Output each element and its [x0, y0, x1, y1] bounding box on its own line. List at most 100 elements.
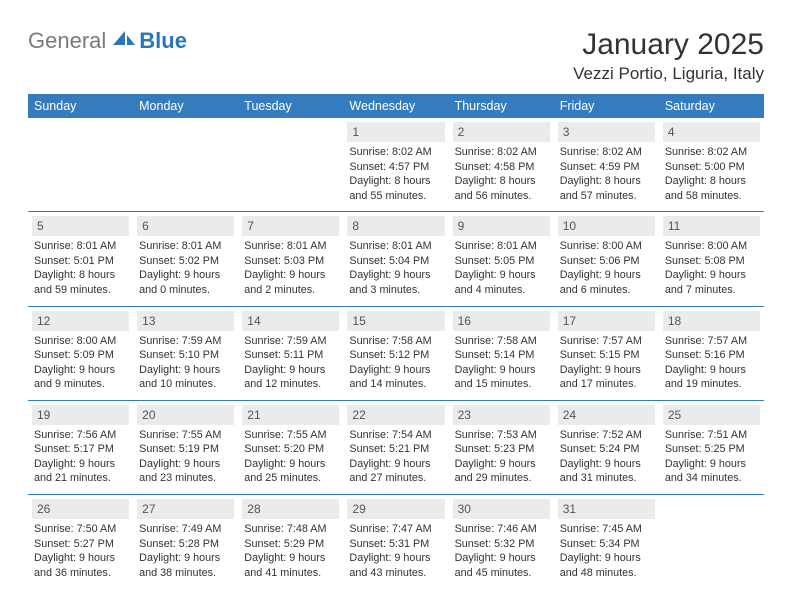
day-details: Sunrise: 7:57 AMSunset: 5:15 PMDaylight:… [558, 334, 655, 392]
day-number: 15 [347, 311, 444, 331]
day-number: 6 [137, 216, 234, 236]
day-details: Sunrise: 7:47 AMSunset: 5:31 PMDaylight:… [347, 522, 444, 580]
day-details: Sunrise: 7:59 AMSunset: 5:11 PMDaylight:… [242, 334, 339, 392]
day-number: 31 [558, 499, 655, 519]
day-number: 21 [242, 405, 339, 425]
calendar-cell: 2Sunrise: 8:02 AMSunset: 4:58 PMDaylight… [449, 118, 554, 212]
day-details: Sunrise: 8:01 AMSunset: 5:04 PMDaylight:… [347, 239, 444, 297]
day-number: 19 [32, 405, 129, 425]
day-number: 29 [347, 499, 444, 519]
calendar-cell: 27 Sunrise: 7:49 AMSunset: 5:28 PMDayligh… [133, 495, 238, 589]
calendar-cell: 13Sunrise: 7:59 AMSunset: 5:10 PMDayligh… [133, 306, 238, 400]
day-number: 7 [242, 216, 339, 236]
day-details: Sunrise: 7:55 AMSunset: 5:20 PMDaylight:… [242, 428, 339, 486]
day-number: 27 [137, 499, 234, 519]
calendar-row: 26 Sunrise: 7:50 AMSunset: 5:27 PMDayligh… [28, 495, 764, 589]
day-details: Sunrise: 7:56 AMSunset: 5:17 PMDaylight:… [32, 428, 129, 486]
calendar-cell: 18 Sunrise: 7:57 AMSunset: 5:16 PMDayligh… [659, 306, 764, 400]
calendar-cell: 19 Sunrise: 7:56 AMSunset: 5:17 PMDayligh… [28, 400, 133, 494]
day-number: 18 [663, 311, 760, 331]
month-title: January 2025 [573, 28, 764, 62]
calendar-cell: 25 Sunrise: 7:51 AMSunset: 5:25 PMDayligh… [659, 400, 764, 494]
calendar-header-row: SundayMondayTuesdayWednesdayThursdayFrid… [28, 94, 764, 118]
calendar-cell: 4 Sunrise: 8:02 AMSunset: 5:00 PMDaylight… [659, 118, 764, 212]
calendar-cell: 23 Sunrise: 7:53 AMSunset: 5:23 PMDayligh… [449, 400, 554, 494]
calendar-row: 5 Sunrise: 8:01 AMSunset: 5:01 PMDaylight… [28, 212, 764, 306]
column-header: Wednesday [343, 94, 448, 118]
day-number: 22 [347, 405, 444, 425]
logo-text-general: General [28, 28, 106, 54]
calendar-cell: 20Sunrise: 7:55 AMSunset: 5:19 PMDayligh… [133, 400, 238, 494]
logo: General Blue [28, 28, 187, 54]
day-number: 28 [242, 499, 339, 519]
calendar-cell: 30Sunrise: 7:46 AMSunset: 5:32 PMDayligh… [449, 495, 554, 589]
calendar-cell-empty [659, 495, 764, 589]
calendar-cell: 16Sunrise: 7:58 AMSunset: 5:14 PMDayligh… [449, 306, 554, 400]
day-details: Sunrise: 8:02 AMSunset: 4:57 PMDaylight:… [347, 145, 444, 203]
calendar-cell: 24 Sunrise: 7:52 AMSunset: 5:24 PMDayligh… [554, 400, 659, 494]
day-details: Sunrise: 7:45 AMSunset: 5:34 PMDaylight:… [558, 522, 655, 580]
day-details: Sunrise: 8:00 AMSunset: 5:09 PMDaylight:… [32, 334, 129, 392]
day-details: Sunrise: 8:01 AMSunset: 5:01 PMDaylight:… [32, 239, 129, 297]
day-number: 8 [347, 216, 444, 236]
day-details: Sunrise: 7:53 AMSunset: 5:23 PMDaylight:… [453, 428, 550, 486]
calendar-cell: 9 Sunrise: 8:01 AMSunset: 5:05 PMDaylight… [449, 212, 554, 306]
logo-sail-icon [111, 29, 137, 47]
day-number: 25 [663, 405, 760, 425]
day-number: 17 [558, 311, 655, 331]
day-details: Sunrise: 8:01 AMSunset: 5:05 PMDaylight:… [453, 239, 550, 297]
day-details: Sunrise: 7:59 AMSunset: 5:10 PMDaylight:… [137, 334, 234, 392]
day-details: Sunrise: 8:01 AMSunset: 5:02 PMDaylight:… [137, 239, 234, 297]
calendar-cell: 7 Sunrise: 8:01 AMSunset: 5:03 PMDaylight… [238, 212, 343, 306]
day-details: Sunrise: 7:51 AMSunset: 5:25 PMDaylight:… [663, 428, 760, 486]
logo-text-blue: Blue [139, 28, 187, 54]
day-number: 14 [242, 311, 339, 331]
day-number: 24 [558, 405, 655, 425]
day-details: Sunrise: 7:57 AMSunset: 5:16 PMDaylight:… [663, 334, 760, 392]
day-details: Sunrise: 7:54 AMSunset: 5:21 PMDaylight:… [347, 428, 444, 486]
day-details: Sunrise: 8:00 AMSunset: 5:06 PMDaylight:… [558, 239, 655, 297]
day-number: 3 [558, 122, 655, 142]
day-number: 9 [453, 216, 550, 236]
day-details: Sunrise: 8:02 AMSunset: 5:00 PMDaylight:… [663, 145, 760, 203]
calendar-cell-empty [133, 118, 238, 212]
header: General Blue January 2025 Vezzi Portio, … [28, 28, 764, 84]
calendar-cell: 29 Sunrise: 7:47 AMSunset: 5:31 PMDayligh… [343, 495, 448, 589]
title-block: January 2025 Vezzi Portio, Liguria, Ital… [573, 28, 764, 84]
day-details: Sunrise: 8:02 AMSunset: 4:58 PMDaylight:… [453, 145, 550, 203]
day-details: Sunrise: 7:58 AMSunset: 5:12 PMDaylight:… [347, 334, 444, 392]
calendar-cell: 21 Sunrise: 7:55 AMSunset: 5:20 PMDayligh… [238, 400, 343, 494]
calendar-cell: 15 Sunrise: 7:58 AMSunset: 5:12 PMDayligh… [343, 306, 448, 400]
day-details: Sunrise: 8:02 AMSunset: 4:59 PMDaylight:… [558, 145, 655, 203]
calendar-cell: 5 Sunrise: 8:01 AMSunset: 5:01 PMDaylight… [28, 212, 133, 306]
column-header: Friday [554, 94, 659, 118]
location: Vezzi Portio, Liguria, Italy [573, 64, 764, 84]
calendar-row: 12 Sunrise: 8:00 AMSunset: 5:09 PMDayligh… [28, 306, 764, 400]
day-details: Sunrise: 7:50 AMSunset: 5:27 PMDaylight:… [32, 522, 129, 580]
day-details: Sunrise: 7:49 AMSunset: 5:28 PMDaylight:… [137, 522, 234, 580]
calendar-cell: 10 Sunrise: 8:00 AMSunset: 5:06 PMDayligh… [554, 212, 659, 306]
day-number: 5 [32, 216, 129, 236]
calendar-table: SundayMondayTuesdayWednesdayThursdayFrid… [28, 94, 764, 588]
calendar-cell-empty [238, 118, 343, 212]
column-header: Saturday [659, 94, 764, 118]
calendar-row: 19 Sunrise: 7:56 AMSunset: 5:17 PMDayligh… [28, 400, 764, 494]
column-header: Tuesday [238, 94, 343, 118]
day-details: Sunrise: 8:01 AMSunset: 5:03 PMDaylight:… [242, 239, 339, 297]
calendar-cell: 26 Sunrise: 7:50 AMSunset: 5:27 PMDayligh… [28, 495, 133, 589]
calendar-cell: 6 Sunrise: 8:01 AMSunset: 5:02 PMDaylight… [133, 212, 238, 306]
day-number: 10 [558, 216, 655, 236]
day-number: 12 [32, 311, 129, 331]
calendar-cell: 14 Sunrise: 7:59 AMSunset: 5:11 PMDayligh… [238, 306, 343, 400]
calendar-cell: 22 Sunrise: 7:54 AMSunset: 5:21 PMDayligh… [343, 400, 448, 494]
day-number: 11 [663, 216, 760, 236]
day-number: 23 [453, 405, 550, 425]
day-number: 4 [663, 122, 760, 142]
day-details: Sunrise: 7:52 AMSunset: 5:24 PMDaylight:… [558, 428, 655, 486]
day-number: 26 [32, 499, 129, 519]
day-details: Sunrise: 8:00 AMSunset: 5:08 PMDaylight:… [663, 239, 760, 297]
day-number: 16 [453, 311, 550, 331]
calendar-cell: 11 Sunrise: 8:00 AMSunset: 5:08 PMDayligh… [659, 212, 764, 306]
column-header: Monday [133, 94, 238, 118]
calendar-cell: 28Sunrise: 7:48 AMSunset: 5:29 PMDayligh… [238, 495, 343, 589]
